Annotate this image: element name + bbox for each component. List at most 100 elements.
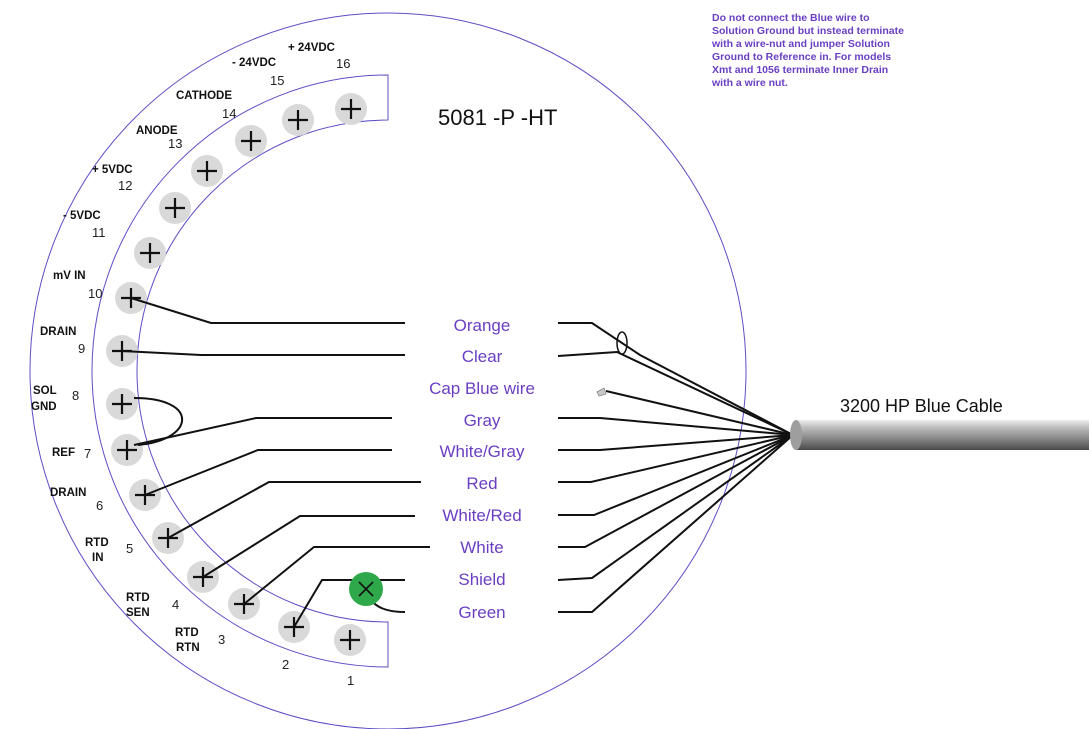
screw-plus-icon (340, 630, 360, 650)
ground-x-icon (358, 581, 374, 597)
wire-cap-blue-wire: Cap Blue wire (429, 379, 794, 436)
wire-right-segment (557, 350, 794, 436)
terminal-7 (111, 434, 143, 466)
wire-label: Orange (454, 316, 511, 335)
wire-right-segment (558, 322, 794, 436)
wire-nut-cap (596, 387, 607, 397)
enclosure-outline (29, 12, 747, 729)
terminal-label: mV IN (53, 270, 86, 282)
cable-end (790, 420, 802, 450)
terminal-number: 14 (222, 106, 236, 121)
wire-left-segment (121, 350, 405, 356)
terminal-label: REF (52, 447, 75, 459)
terminal-number: 9 (78, 341, 85, 356)
terminal-number: 1 (347, 673, 354, 688)
terminal-number: 3 (218, 632, 225, 647)
terminal-14 (235, 125, 267, 157)
terminal-label: DRAIN (50, 487, 86, 499)
terminal-label: CATHODE (176, 90, 232, 102)
wire-left-segment (144, 449, 392, 496)
terminal-11 (134, 237, 166, 269)
terminal-13 (191, 155, 223, 187)
wire-white: White (243, 434, 794, 605)
screw-plus-icon (288, 110, 308, 130)
terminal-12 (159, 192, 191, 224)
terminal-1 (334, 624, 366, 656)
wire-clear: Clear (121, 347, 794, 436)
screw-plus-icon (241, 131, 261, 151)
terminal-label: SOL (33, 385, 57, 397)
terminal-label-line2: GND (31, 401, 57, 413)
terminal-number: 12 (118, 178, 132, 193)
wire-gray: Gray (133, 411, 794, 446)
terminal-label: DRAIN (40, 326, 76, 338)
terminal-label: - 5VDC (63, 210, 101, 222)
wire-right-segment (558, 417, 794, 436)
terminal-label: + 5VDC (92, 164, 133, 176)
wire-left-segment (130, 297, 405, 324)
screw-plus-icon (117, 440, 137, 460)
terminal-number: 15 (270, 73, 284, 88)
wire-orange: Orange (130, 297, 794, 436)
wire-right-segment (558, 434, 794, 483)
cable-body (796, 420, 1089, 450)
terminal-strip (91, 74, 389, 668)
terminal-label: RTD (85, 537, 109, 549)
jumper-wire (133, 397, 183, 446)
wire-right-segment (557, 434, 794, 581)
wire-label: Clear (462, 347, 503, 366)
terminal-15 (282, 104, 314, 136)
terminal-number: 2 (282, 657, 289, 672)
terminal-label-line2: RTN (176, 642, 200, 654)
wire-right-segment (558, 434, 794, 613)
terminal-label-line2: IN (92, 552, 104, 564)
wire-label: White (460, 538, 503, 557)
terminal-label: ANODE (136, 125, 178, 137)
wire-right-segment (605, 390, 794, 436)
wire-right-segment (558, 434, 794, 451)
wire-left-segment (133, 417, 392, 446)
terminal-label: RTD (175, 627, 199, 639)
wiring-note: Do not connect the Blue wire to Solution… (712, 12, 904, 89)
terminal-number: 6 (96, 498, 103, 513)
wire-label: Cap Blue wire (429, 379, 535, 398)
cable-label: 3200 HP Blue Cable (840, 396, 1003, 416)
terminal-number: 5 (126, 541, 133, 556)
twist-loop (616, 331, 628, 355)
wire-label: White/Gray (439, 442, 525, 461)
wire-left-segment (167, 481, 421, 539)
terminal-label-line2: SEN (126, 607, 150, 619)
screw-plus-icon (165, 198, 185, 218)
screw-plus-icon (197, 161, 217, 181)
screw-plus-icon (112, 394, 132, 414)
terminal-number: 4 (172, 597, 179, 612)
wire-red: Red (167, 434, 794, 539)
terminal-number: 11 (92, 225, 106, 240)
model-title: 5081 -P -HT (438, 105, 557, 130)
terminal-number: 13 (168, 136, 182, 151)
wire-green: Green (365, 434, 794, 622)
terminal-8 (106, 388, 138, 420)
screw-plus-icon (341, 99, 361, 119)
wire-label: Red (466, 474, 497, 493)
terminal-number: 10 (88, 286, 102, 301)
screw-plus-icon (140, 243, 160, 263)
wire-label: Green (458, 603, 505, 622)
wire-right-segment (558, 434, 794, 516)
terminal-label: - 24VDC (232, 57, 276, 69)
wire-white-red: White/Red (202, 434, 794, 578)
wire-label: Gray (464, 411, 501, 430)
terminal-label: RTD (126, 592, 150, 604)
terminal-16 (335, 93, 367, 125)
terminal-label: + 24VDC (288, 42, 335, 54)
terminal-number: 16 (336, 56, 350, 71)
terminal-number: 8 (72, 388, 79, 403)
wire-left-segment (202, 515, 415, 578)
wire-left-segment (243, 546, 430, 605)
wire-label: White/Red (442, 506, 521, 525)
terminal-number: 7 (84, 446, 91, 461)
wire-white-gray: White/Gray (144, 434, 794, 496)
wire-label: Shield (458, 570, 505, 589)
wire-right-segment (558, 434, 794, 548)
